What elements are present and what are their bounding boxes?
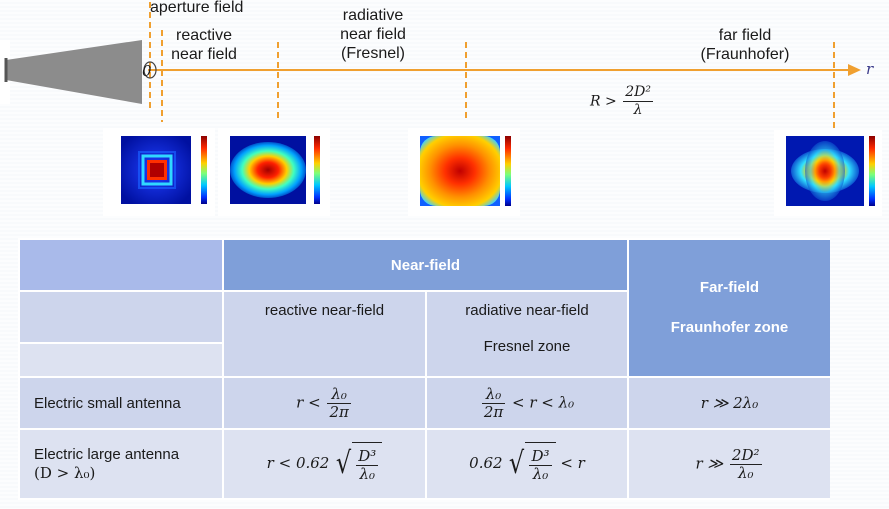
row-small-antenna-far: r ≫ 2λ₀: [627, 376, 830, 430]
far-field-label: far field (Fraunhofer): [695, 26, 795, 64]
large-radiative-sqrt: √ D³ λ₀: [507, 442, 556, 486]
far-field-condition: R > 2D² λ: [590, 84, 655, 119]
radiative-label-line2: near field: [340, 26, 406, 43]
horn-antenna: [6, 40, 142, 104]
small-reactive-fraction: λ₀ 2π: [327, 385, 351, 421]
radiative-near-field-subheader: radiative near-field Fresnel zone: [425, 290, 629, 378]
condition-numerator: 2D²: [623, 84, 653, 102]
row-small-antenna-label: Electric small antenna: [18, 376, 224, 430]
large-radiative-lhs: 0.62: [469, 454, 503, 472]
row-large-antenna-reactive: r < 0.62 √ D³ λ₀: [222, 428, 427, 500]
far-label-line1: far field: [718, 27, 772, 44]
r-axis-label: r: [866, 60, 874, 78]
near-field-header: Near-field: [222, 238, 629, 292]
row-small-antenna-reactive: r < λ₀ 2π: [222, 376, 427, 430]
heatmap-reactive-plot: [230, 136, 306, 204]
large-radiative-fraction: D³ λ₀: [529, 446, 552, 483]
radiative-label-line3: (Fresnel): [340, 45, 405, 62]
large-reactive-fraction: D³ λ₀: [356, 446, 379, 483]
large-far-num: 2D²: [729, 445, 762, 465]
large-reactive-sqrt: √ D³ λ₀: [334, 442, 383, 486]
heatmap-aperture-colorbar: [201, 136, 207, 204]
heatmap-radiative-plot: [420, 136, 500, 206]
reactive-near-field-subheader: reactive near-field: [222, 290, 427, 378]
large-radiative-num: D³: [529, 446, 552, 466]
large-far-fraction: 2D² λ₀: [729, 445, 762, 482]
far-field-header: Far-field Fraunhofer zone: [627, 238, 830, 378]
condition-fraction: 2D² λ: [623, 84, 653, 119]
large-antenna-label-line1: Electric large antenna: [34, 446, 180, 463]
origin-label: 0: [142, 62, 152, 80]
large-far-lhs: r ≫: [695, 454, 724, 472]
large-reactive-den: λ₀: [359, 464, 376, 483]
large-far-den: λ₀: [737, 463, 754, 482]
large-antenna-label-line2: (D > λ₀): [34, 464, 96, 482]
radiative-label-line1: radiative: [342, 7, 404, 24]
small-radiative-den: 2π: [483, 402, 504, 421]
condition-lhs: R >: [590, 93, 617, 110]
small-reactive-lhs: r <: [296, 393, 321, 411]
r-axis-arrowhead: [848, 64, 861, 76]
far-field-header-line1: Far-field: [699, 279, 760, 296]
large-reactive-lhs: r < 0.62: [266, 454, 330, 472]
far-label-line2: (Fraunhofer): [700, 46, 790, 63]
radiative-subheader-line1: radiative near-field: [465, 302, 589, 319]
table-corner-top: [18, 238, 224, 292]
reactive-label-line2: near field: [171, 46, 237, 63]
row-large-antenna-far: r ≫ 2D² λ₀: [627, 428, 830, 500]
large-radiative-rhs: < r: [560, 454, 585, 472]
heatmap-far-colorbar: [869, 136, 875, 206]
table-corner-bottom: [18, 342, 224, 378]
reactive-label-line1: reactive: [175, 27, 233, 44]
heatmap-reactive: [218, 128, 330, 216]
heatmap-reactive-colorbar: [314, 136, 320, 204]
field-regions-diagram: [0, 2, 861, 132]
heatmap-radiative: [408, 128, 520, 216]
large-reactive-num: D³: [356, 446, 379, 466]
heatmap-far-plot: [786, 136, 864, 206]
radiative-near-field-label: radiative near field (Fresnel): [333, 6, 413, 63]
aperture-field-label: aperture field: [150, 0, 244, 16]
radiative-subheader-line2: Fresnel zone: [483, 338, 571, 355]
origin-marker: [143, 61, 157, 79]
row-large-antenna-radiative: 0.62 √ D³ λ₀ < r: [425, 428, 629, 500]
small-reactive-den: 2π: [329, 402, 349, 421]
heatmap-far: [774, 130, 882, 216]
heatmap-aperture-plot: [121, 136, 191, 204]
row-large-antenna-label: Electric large antenna (D > λ₀): [18, 428, 224, 500]
small-radiative-rhs: < r < λ₀: [512, 393, 575, 411]
large-radiative-den: λ₀: [532, 464, 549, 483]
condition-denominator: λ: [633, 102, 643, 118]
heatmap-aperture: [103, 128, 215, 216]
far-field-header-line2: Fraunhofer zone: [670, 319, 789, 336]
reactive-near-field-label: reactive near field: [164, 26, 244, 64]
table-corner-mid: [18, 290, 224, 344]
small-radiative-fraction: λ₀ 2π: [481, 385, 506, 421]
field-regions-table: Near-field Far-field Fraunhofer zone rea…: [18, 238, 830, 500]
small-radiative-num: λ₀: [481, 385, 506, 404]
heatmap-radiative-colorbar: [505, 136, 511, 206]
row-small-antenna-radiative: λ₀ 2π < r < λ₀: [425, 376, 629, 430]
small-reactive-num: λ₀: [327, 385, 351, 404]
